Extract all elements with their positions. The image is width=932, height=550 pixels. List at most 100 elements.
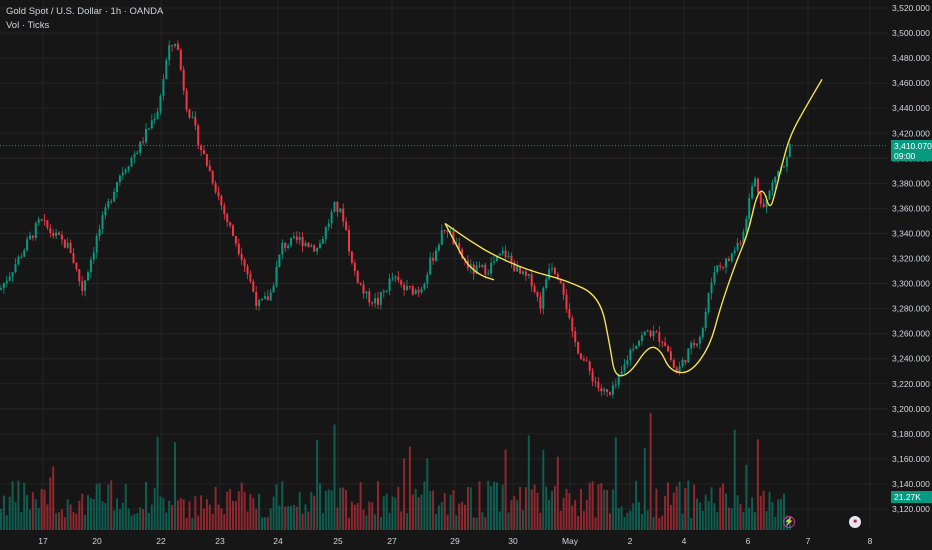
- candle-body: [664, 342, 667, 347]
- candle-body: [339, 208, 342, 212]
- flash-icon[interactable]: ⚡: [783, 516, 795, 528]
- candle-body: [536, 292, 539, 297]
- candle-body: [687, 348, 690, 363]
- volume-bar: [8, 496, 11, 530]
- candle-body: [600, 388, 603, 392]
- candle-body: [527, 274, 530, 276]
- candle-body: [510, 255, 513, 263]
- candle-body: [243, 259, 246, 267]
- candle-body: [591, 370, 594, 382]
- volume-bar: [609, 513, 611, 530]
- candle-body: [374, 297, 377, 304]
- volume-bar: [307, 511, 310, 530]
- candle-body: [165, 60, 168, 80]
- candle-body: [321, 239, 324, 244]
- price-tick-label: 3,260.000: [892, 329, 930, 339]
- volume-bar: [272, 496, 275, 530]
- candle-body: [72, 253, 75, 263]
- volume-bar: [40, 488, 43, 530]
- candle-body: [649, 330, 652, 337]
- volume-bar: [524, 487, 527, 530]
- volume-bar: [516, 500, 519, 530]
- volume-bar: [368, 501, 371, 530]
- candle-body: [336, 201, 339, 212]
- volume-bar: [362, 509, 365, 530]
- bar-countdown: 09:00: [894, 151, 916, 161]
- volume-bar: [661, 515, 664, 530]
- annotation-curve[interactable]: [444, 79, 823, 377]
- volume-bar: [713, 503, 716, 530]
- candle-body: [562, 283, 565, 295]
- price-tick-label: 3,360.000: [892, 203, 930, 213]
- volume-bar: [304, 504, 307, 530]
- candle-body: [159, 95, 162, 112]
- symbol-title[interactable]: Gold Spot / U.S. Dollar · 1h · OANDA: [6, 6, 164, 17]
- volume-bar: [159, 496, 162, 530]
- candle-body: [43, 219, 46, 221]
- volume-bar: [275, 484, 278, 530]
- volume-indicator-title[interactable]: Vol · Ticks: [6, 19, 50, 31]
- volume-bar: [121, 502, 124, 530]
- price-tick-label: 3,300.000: [892, 279, 930, 289]
- candle-body: [524, 271, 527, 276]
- volume-bar: [585, 499, 588, 530]
- candle-body: [313, 245, 316, 252]
- volume-bar: [377, 481, 379, 530]
- drawing-annotations[interactable]: [444, 79, 823, 377]
- volume-bar: [574, 499, 577, 530]
- volume-bar: [716, 512, 719, 530]
- volume-bar: [736, 495, 739, 530]
- volume-bar: [446, 514, 449, 530]
- volume-bar: [580, 488, 582, 530]
- candle-body: [574, 331, 577, 343]
- volume-bar: [324, 490, 327, 530]
- candle-body: [530, 274, 533, 287]
- candle-body: [391, 277, 394, 279]
- candle-body: [751, 186, 754, 199]
- volume-bar: [742, 512, 745, 530]
- volume-bar: [551, 491, 553, 530]
- candle-body: [23, 250, 26, 257]
- candle-body: [522, 271, 524, 274]
- us-flag-icon[interactable]: ■: [849, 516, 861, 528]
- candle-body: [533, 286, 536, 293]
- price-axis[interactable]: 3,520.000 3,500.000 3,480.000 3,460.000 3,44…: [892, 3, 930, 514]
- candle-body: [127, 166, 130, 170]
- volume-bar: [350, 501, 353, 530]
- volume-bar: [783, 493, 785, 530]
- candle-body: [81, 281, 84, 291]
- candle-body: [281, 242, 284, 255]
- volume-bar: [98, 483, 101, 530]
- annotation-curve[interactable]: [444, 223, 495, 281]
- volume-bar: [394, 497, 397, 530]
- candlesticks: [0, 40, 791, 399]
- grid: [0, 0, 888, 530]
- candle-body: [400, 280, 403, 285]
- volume-bar: [745, 464, 748, 530]
- volume-bar: [168, 500, 171, 530]
- candle-body: [78, 269, 81, 282]
- volume-bar: [188, 501, 191, 530]
- candle-body: [304, 243, 307, 247]
- candle-body: [275, 266, 278, 286]
- candle-body: [388, 278, 391, 291]
- candle-body: [771, 182, 774, 191]
- candle-body: [136, 152, 139, 155]
- candle-body: [432, 257, 435, 261]
- volume-bar: [614, 437, 617, 530]
- time-axis[interactable]: 17 20 22 23 24 25 27 29 30 May 2 4 6 7 8: [38, 536, 872, 546]
- candle-body: [110, 201, 113, 203]
- candle-body: [58, 232, 60, 235]
- price-tick-label: 3,140.000: [892, 479, 930, 489]
- time-tick-label: May: [562, 536, 579, 546]
- candle-body: [362, 284, 365, 294]
- candle-body: [707, 293, 710, 312]
- candle-body: [316, 247, 319, 252]
- volume-bar: [597, 484, 600, 530]
- candle-body: [443, 230, 446, 232]
- volume-bar: [20, 512, 23, 530]
- volume-bar: [510, 500, 513, 530]
- volume-bar: [150, 504, 153, 530]
- candle-body: [211, 171, 214, 184]
